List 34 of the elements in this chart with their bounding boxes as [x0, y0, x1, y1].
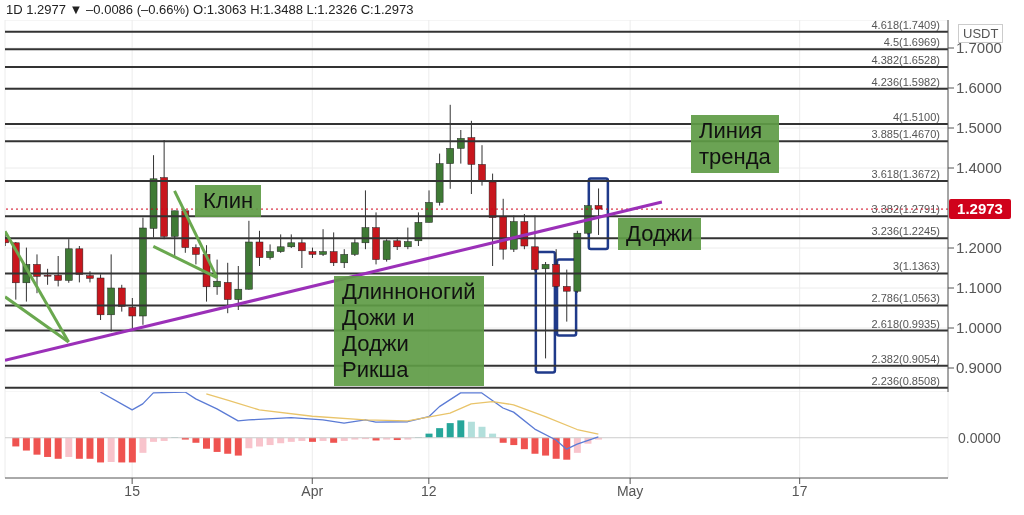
- y-tick-label: 0.9000: [956, 359, 1002, 377]
- y-tick-label: 1.0000: [956, 319, 1002, 337]
- ref-line-label: 3.885(1.4670): [871, 128, 940, 141]
- ref-line-label: 4.5(1.6969): [883, 36, 940, 49]
- ref-line-label: 3.236(1.2245): [871, 225, 940, 238]
- y-axis-title: USDT: [958, 24, 1004, 43]
- y-tick-label: 1.4000: [956, 159, 1002, 177]
- ref-line-label: 2.382(0.9054): [871, 352, 940, 365]
- annotation: Линия тренда: [699, 118, 771, 170]
- ref-line-label: 2.618(0.9935): [871, 317, 940, 330]
- x-tick-label: May: [616, 482, 644, 499]
- ref-line-label: 4.382(1.6528): [871, 53, 940, 66]
- ref-line-label: 2.236(0.8508): [871, 374, 940, 387]
- ref-line-label: 0.0000: [958, 429, 1002, 446]
- ref-line-label: 1.2973: [957, 200, 1003, 218]
- y-tick-label: 1.5000: [956, 119, 1002, 137]
- y-tick-label: 1.1000: [956, 279, 1002, 297]
- ref-line-label: 4(1.5100): [892, 111, 940, 123]
- annotation: Длинноногий Дожи и Доджи Рикша: [342, 279, 476, 383]
- ref-line-label: 2.786(1.0563): [871, 292, 940, 305]
- annotation: Клин: [203, 188, 254, 214]
- ref-line-label: 3(1.1363): [892, 260, 940, 273]
- y-tick-label: 1.2000: [956, 239, 1002, 257]
- chart-title: 1D 1.2977 ▼ –0.0086 (–0.66%) O:1.3063 H:1.3488 L:1.2326 C:1.2973: [6, 2, 414, 17]
- y-tick-label: 1.6000: [956, 79, 1002, 97]
- x-tick-label: 17: [791, 482, 808, 499]
- ref-line-label: 3.618(1.3672): [871, 168, 940, 181]
- ref-line-label: 4.618(1.7409): [871, 18, 940, 31]
- ref-line-label: 4.236(1.5982): [871, 75, 940, 88]
- x-tick-label: 15: [124, 482, 141, 499]
- x-tick-label: 12: [421, 482, 437, 499]
- x-tick-label: Apr: [301, 482, 324, 499]
- ref-line-label: 3.382(1.2791): [871, 203, 940, 216]
- annotation: Доджи: [626, 221, 693, 247]
